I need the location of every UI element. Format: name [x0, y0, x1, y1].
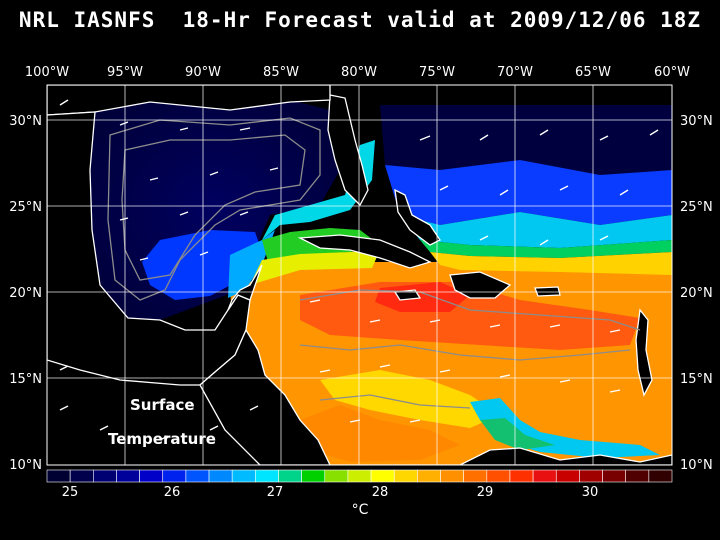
colorbar-swatch [370, 469, 395, 483]
lon-label: 100°W [25, 65, 69, 80]
colorbar-swatch [231, 469, 256, 483]
lat-label: 30°N [680, 114, 713, 129]
colorbar-swatch [486, 469, 511, 483]
south-america [330, 447, 672, 465]
cuba [297, 234, 432, 269]
colorbar-swatch [532, 469, 557, 483]
lon-label: 70°W [497, 65, 533, 80]
latitude-labels-right: 30°N 25°N 20°N 15°N 10°N [680, 114, 713, 473]
lon-label: 60°W [654, 65, 690, 80]
lat-label: 10°N [9, 458, 42, 473]
current-vectors [59, 99, 659, 441]
colorbar-swatch [46, 469, 71, 483]
colorbar-swatch [278, 469, 302, 483]
puerto-rico [534, 286, 561, 297]
colorbar-swatch [93, 469, 117, 483]
lat-label: 20°N [9, 286, 42, 301]
lat-label: 25°N [680, 200, 713, 215]
colorbar-swatch [579, 469, 603, 483]
map-title: NRL IASNFS 18-Hr Forecast valid at 2009/… [18, 8, 702, 32]
colorbar-swatch [162, 469, 187, 483]
bahamas [394, 188, 441, 246]
colorbar-swatch [324, 469, 349, 483]
colorbar-swatch [625, 469, 650, 483]
annotation-line1: Surface [130, 396, 195, 414]
colorbar-swatch [440, 469, 464, 483]
lon-label: 90°W [185, 65, 221, 80]
lat-label: 10°N [680, 458, 713, 473]
colombia-green [480, 418, 555, 450]
lon-label: 75°W [419, 65, 455, 80]
colorbar-tick: 26 [164, 485, 181, 500]
colorbar-swatch [116, 469, 140, 483]
florida [327, 94, 369, 207]
central-america [199, 328, 331, 465]
lon-label: 65°W [575, 65, 611, 80]
colorbar-swatch [602, 469, 627, 483]
colorbar-ticks: 25 26 27 28 29 30 [62, 485, 599, 500]
lat-label: 15°N [680, 372, 713, 387]
colorbar-swatch [648, 469, 673, 483]
colorbar-swatch [555, 469, 580, 483]
colorbar-tick: 30 [582, 485, 599, 500]
map-frame [46, 84, 673, 466]
bathymetry-contours [107, 117, 641, 409]
atlantic-yellow [430, 252, 672, 275]
land-masses [47, 85, 672, 465]
latitude-labels-left: 30°N 25°N 20°N 15°N 10°N [9, 114, 42, 473]
colorbar-swatch [255, 469, 279, 483]
colorbar-tick: 29 [477, 485, 494, 500]
atlantic-cyan [400, 212, 672, 248]
hispaniola [449, 271, 512, 299]
southern-orange [300, 405, 460, 462]
southern-yellow [320, 370, 500, 428]
atlantic-green [420, 240, 672, 258]
lat-label: 25°N [9, 200, 42, 215]
colorbar-swatch [139, 469, 164, 483]
lat-lon-grid [47, 85, 672, 465]
yucatan [227, 264, 263, 311]
colorbar-tick: 28 [372, 485, 389, 500]
colorbar-unit: °C [352, 502, 369, 518]
longitude-labels: 100°W 95°W 90°W 85°W 80°W 75°W 70°W 65°W… [25, 65, 690, 80]
gulf-cyan-edge [228, 230, 275, 298]
colorbar-swatch [509, 469, 534, 483]
lon-label: 95°W [107, 65, 143, 80]
lat-label: 15°N [9, 372, 42, 387]
colorbar-swatch [69, 469, 94, 483]
annotation-line2: Temperature [108, 430, 216, 448]
jamaica [393, 289, 422, 301]
atlantic-north-cold [380, 105, 672, 175]
colorbar-swatch [347, 469, 372, 483]
colorbar-swatch [417, 469, 441, 483]
yucatan-yellow [250, 250, 380, 285]
lon-label: 85°W [263, 65, 299, 80]
colorbar [46, 469, 673, 483]
lesser-antilles [635, 308, 653, 397]
colorbar-tick: 25 [62, 485, 79, 500]
colorbar-swatch [393, 469, 418, 483]
loop-current [262, 140, 375, 240]
colorbar-swatch [185, 469, 210, 483]
colorbar-swatch [301, 469, 326, 483]
map-panel: Surface Temperature [47, 85, 672, 465]
atlantic-blue [385, 160, 672, 225]
lat-label: 30°N [9, 114, 42, 129]
colorbar-swatch [463, 469, 488, 483]
colorbar-swatch [208, 469, 233, 483]
lat-label: 20°N [680, 286, 713, 301]
caribbean-red-core [375, 282, 470, 312]
lon-label: 80°W [341, 65, 377, 80]
colorbar-tick: 27 [267, 485, 284, 500]
